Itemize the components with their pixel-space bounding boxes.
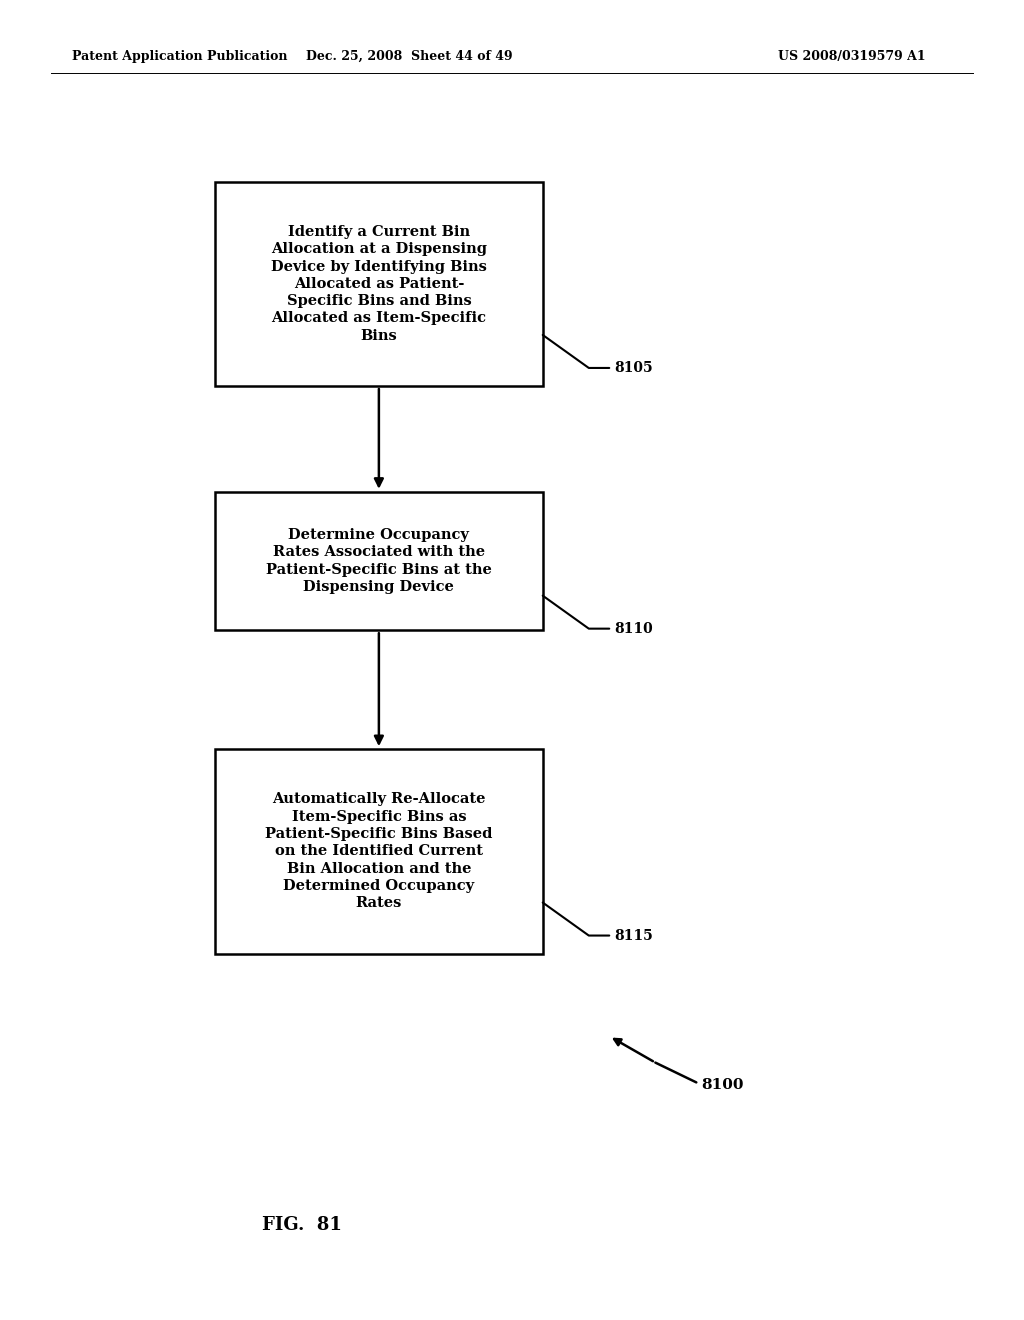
Text: FIG.  81: FIG. 81: [262, 1216, 342, 1234]
Text: Patent Application Publication: Patent Application Publication: [72, 50, 287, 63]
Text: Dec. 25, 2008  Sheet 44 of 49: Dec. 25, 2008 Sheet 44 of 49: [306, 50, 513, 63]
Bar: [215, 492, 543, 631]
Text: 8110: 8110: [614, 622, 653, 636]
Text: Identify a Current Bin
Allocation at a Dispensing
Device by Identifying Bins
All: Identify a Current Bin Allocation at a D…: [271, 224, 486, 343]
Text: US 2008/0319579 A1: US 2008/0319579 A1: [778, 50, 926, 63]
Bar: [215, 181, 543, 385]
Text: 8100: 8100: [701, 1078, 744, 1092]
Text: 8115: 8115: [614, 928, 653, 942]
Text: Determine Occupancy
Rates Associated with the
Patient-Specific Bins at the
Dispe: Determine Occupancy Rates Associated wit…: [266, 528, 492, 594]
Text: Automatically Re-Allocate
Item-Specific Bins as
Patient-Specific Bins Based
on t: Automatically Re-Allocate Item-Specific …: [265, 792, 493, 911]
Bar: [215, 750, 543, 953]
Text: 8105: 8105: [614, 360, 653, 375]
